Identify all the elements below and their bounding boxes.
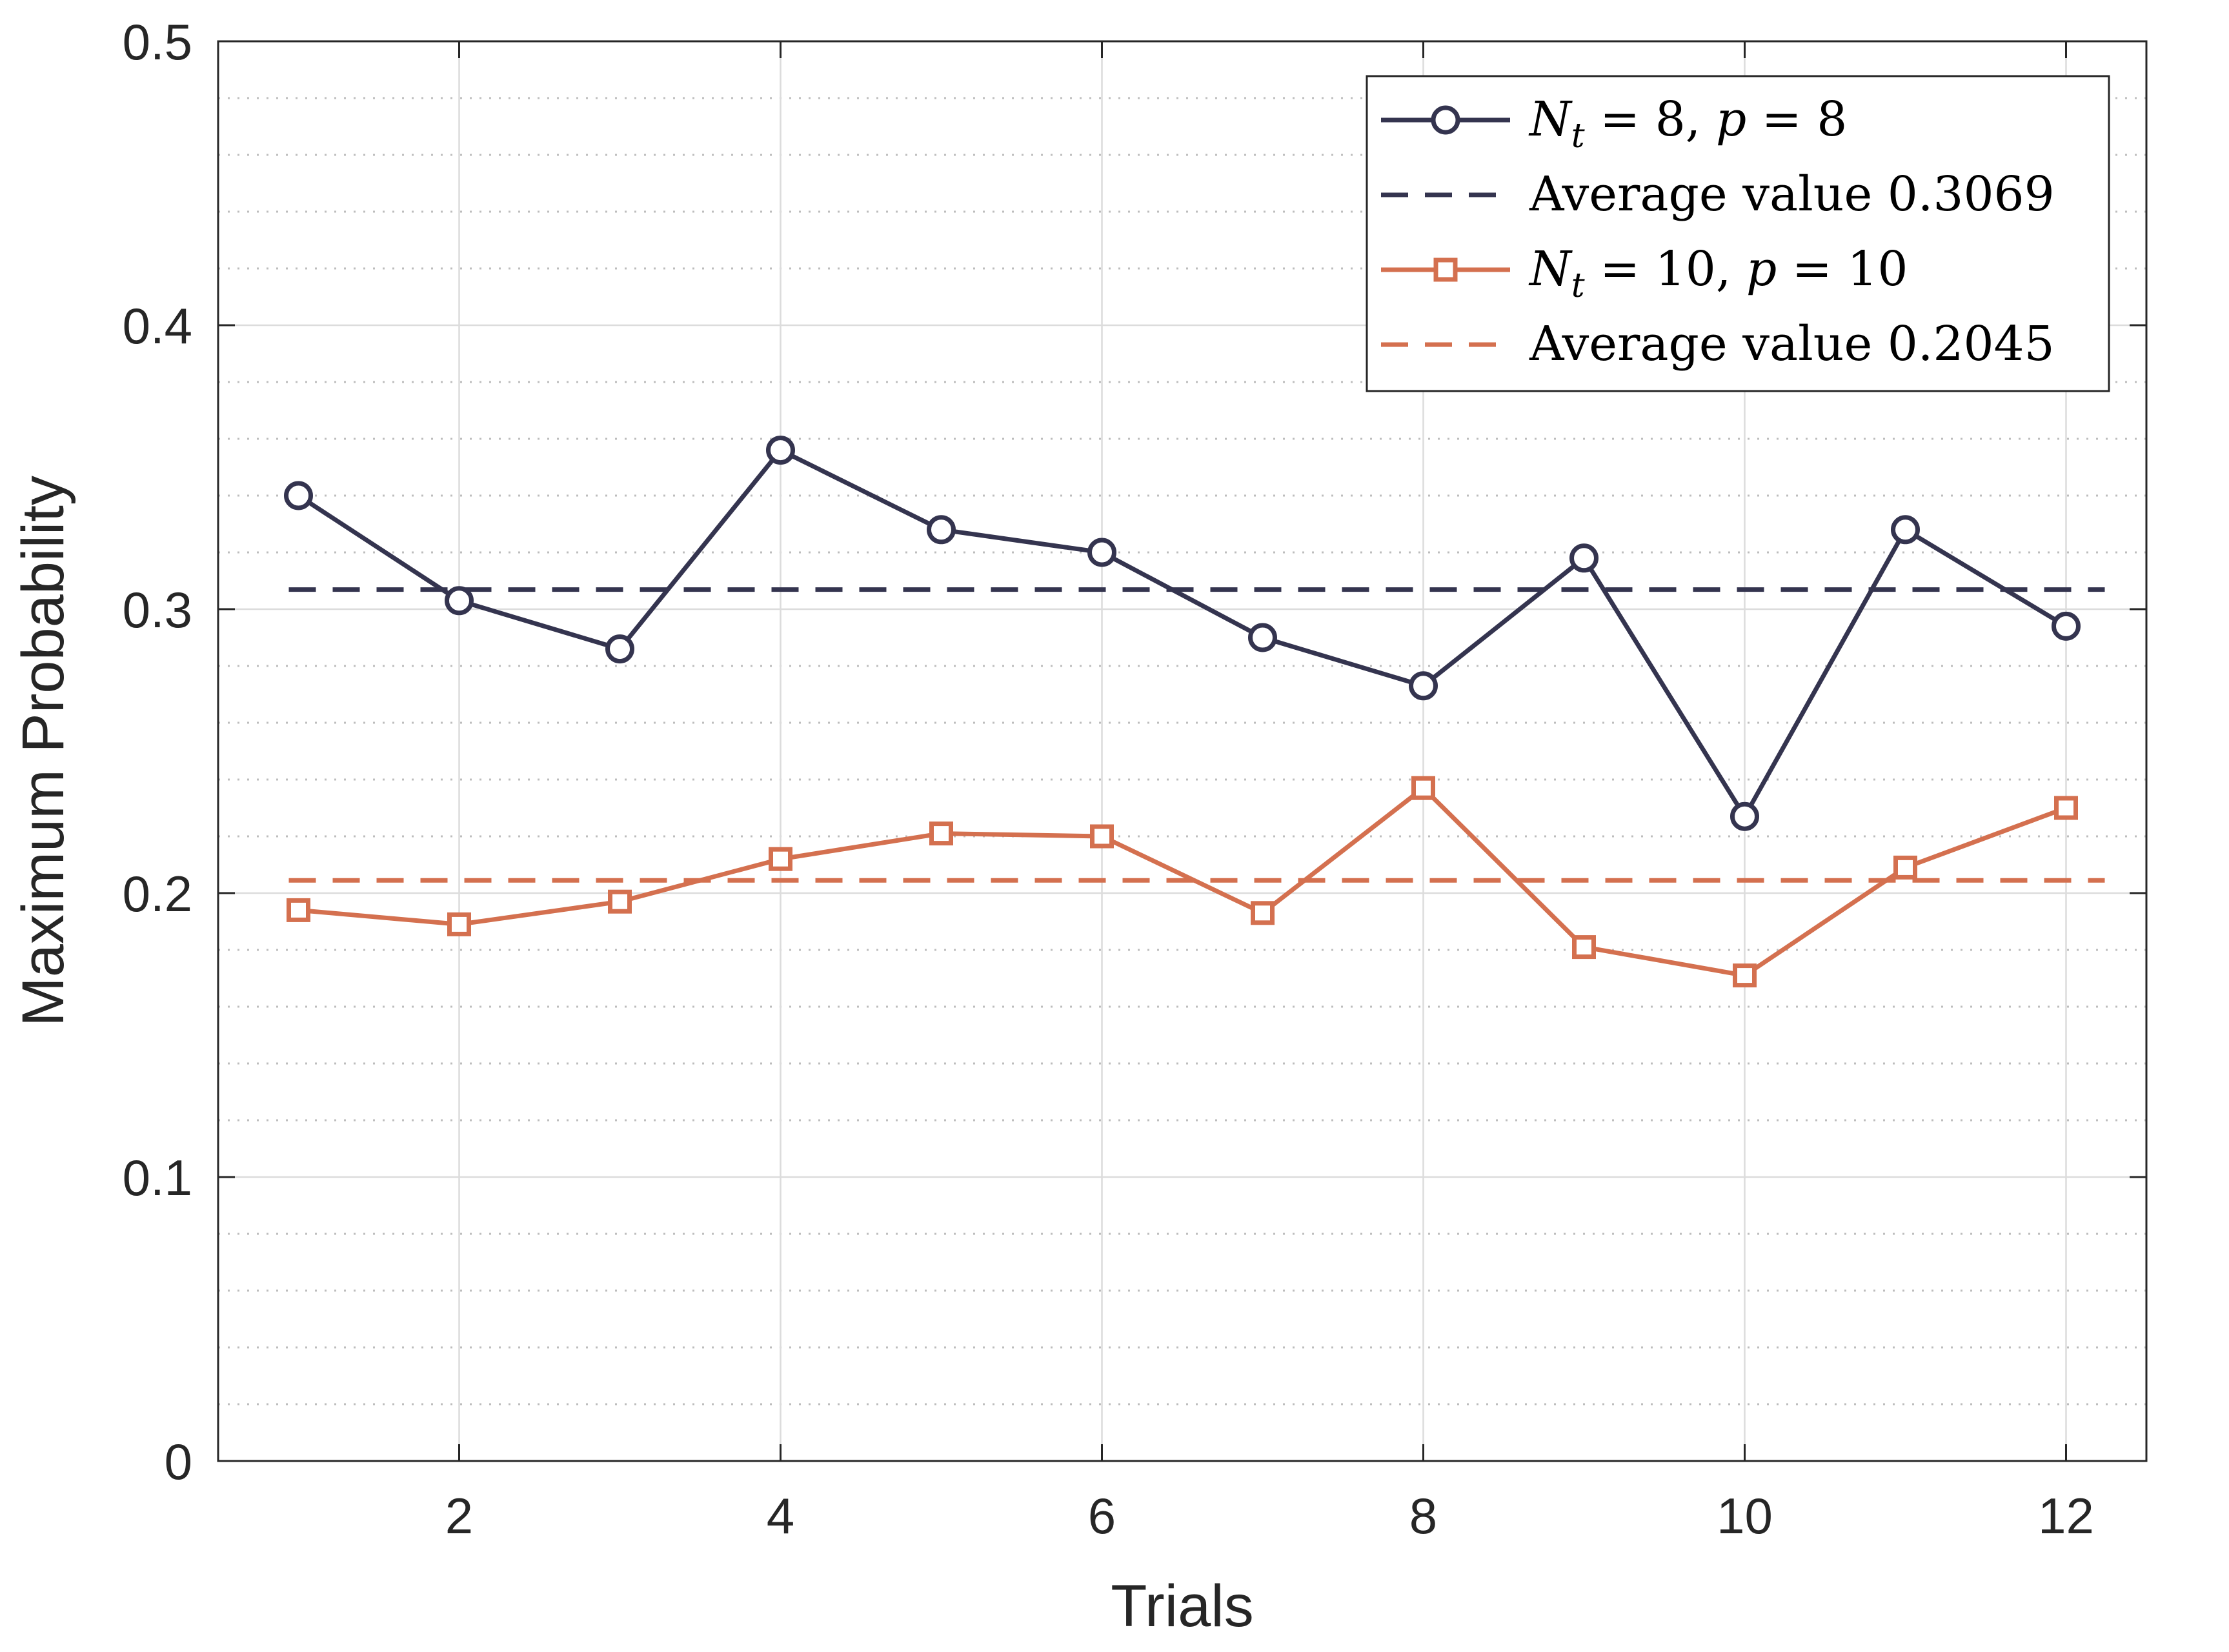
legend-samples xyxy=(1381,105,1510,347)
plot-frame xyxy=(217,40,2148,1462)
data-point-series-1 xyxy=(1087,538,1116,567)
x-tick-labels: 2 4 6 8 10 12 xyxy=(445,1487,2094,1544)
data-point-series-1 xyxy=(1569,543,1599,573)
data-point-series-1 xyxy=(1248,623,1277,652)
legend-marker-series-1 xyxy=(1431,105,1460,135)
y-tick-label: 0.1 xyxy=(123,1149,192,1206)
legend: Nt = 8, p = 8 Average value 0.3069 Nt = … xyxy=(1366,75,2110,392)
legend-marker-series-2 xyxy=(1433,257,1458,282)
legend-entry-average-1: Average value 0.3069 xyxy=(1529,166,2055,222)
axis-ticks xyxy=(218,40,2146,1462)
x-tick-label: 6 xyxy=(1088,1487,1116,1544)
data-point-series-1 xyxy=(927,515,956,545)
data-point-series-2 xyxy=(1411,776,1435,800)
y-axis-title: Maximum Probability xyxy=(10,476,76,1027)
data-point-series-2 xyxy=(1572,935,1596,960)
data-point-series-1 xyxy=(2052,611,2081,641)
data-point-series-2 xyxy=(2054,796,2078,820)
data-point-series-2 xyxy=(447,912,471,936)
data-point-series-2 xyxy=(287,898,310,922)
legend-entry-series-1: Nt = 8, p = 8 xyxy=(1528,92,1847,156)
x-tick-label: 8 xyxy=(1409,1487,1437,1544)
series-line-2 xyxy=(298,785,2067,978)
x-tick-label: 12 xyxy=(2038,1487,2094,1544)
data-point-series-1 xyxy=(1891,515,1920,545)
x-tick-label: 2 xyxy=(445,1487,473,1544)
legend-entry-series-2: Nt = 10, p = 10 xyxy=(1528,241,1908,305)
data-point-series-1 xyxy=(1730,801,1759,831)
data-point-series-1 xyxy=(605,634,634,664)
y-tick-label: 0.4 xyxy=(123,297,192,354)
x-tick-label: 4 xyxy=(767,1487,794,1544)
y-tick-labels: 0 0.1 0.2 0.3 0.4 0.5 xyxy=(123,14,192,1490)
x-axis-title: Trials xyxy=(1111,1573,1253,1639)
data-point-series-2 xyxy=(1090,824,1114,849)
series-lines xyxy=(297,448,2068,978)
series-line-1 xyxy=(297,448,2068,819)
data-point-series-1 xyxy=(1409,671,1438,701)
data-point-series-1 xyxy=(766,436,795,465)
y-tick-label: 0.5 xyxy=(123,14,192,70)
x-tick-label: 10 xyxy=(1717,1487,1773,1544)
y-tick-label: 0.2 xyxy=(123,865,192,922)
average-lines xyxy=(288,587,2105,883)
y-tick-label: 0.3 xyxy=(123,581,192,638)
legend-box xyxy=(1366,75,2110,392)
legend-entry-average-2: Average value 0.2045 xyxy=(1529,316,2055,372)
data-point-series-2 xyxy=(929,821,953,846)
data-point-series-2 xyxy=(1251,901,1275,925)
data-point-series-2 xyxy=(1893,855,1917,880)
data-point-series-2 xyxy=(1733,963,1757,988)
data-point-series-1 xyxy=(284,481,313,510)
data-point-series-2 xyxy=(608,889,632,914)
series-markers xyxy=(284,436,2081,988)
y-tick-label: 0 xyxy=(165,1433,192,1490)
data-point-series-2 xyxy=(769,847,792,871)
data-point-series-1 xyxy=(445,586,474,616)
